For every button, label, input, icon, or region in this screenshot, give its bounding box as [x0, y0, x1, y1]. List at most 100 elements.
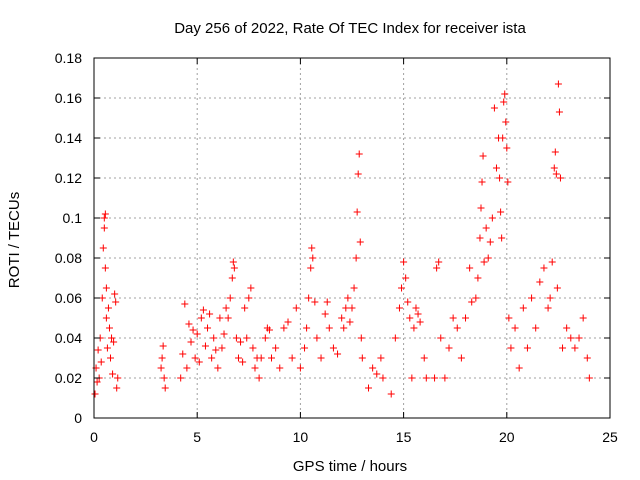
data-point: [255, 374, 263, 382]
data-point: [218, 344, 226, 352]
data-point: [431, 374, 439, 382]
data-point: [490, 104, 498, 112]
data-point: [482, 224, 490, 232]
data-point: [575, 334, 583, 342]
y-tick-label: 0.06: [55, 290, 82, 306]
data-point: [583, 354, 591, 362]
plot-frame: [93, 57, 611, 419]
data-point: [101, 264, 109, 272]
data-point: [449, 314, 457, 322]
data-point: [193, 330, 201, 338]
x-tick-labels: 0 5 10 15 20 25: [90, 429, 618, 445]
data-point: [355, 150, 363, 158]
y-tick-label: 0.14: [55, 130, 82, 146]
data-point: [261, 334, 269, 342]
data-point: [160, 374, 168, 382]
data-point: [102, 284, 110, 292]
data-point: [354, 170, 362, 178]
data-point: [488, 214, 496, 222]
data-point: [540, 264, 548, 272]
data-point: [548, 258, 556, 266]
data-point: [480, 258, 488, 266]
data-point: [340, 324, 348, 332]
data-point: [437, 334, 445, 342]
data-point: [559, 344, 567, 352]
data-point: [500, 98, 508, 106]
data-point: [222, 304, 230, 312]
data-point: [237, 338, 245, 346]
data-point: [484, 254, 492, 262]
data-point: [505, 314, 513, 322]
data-point: [416, 318, 424, 326]
data-point: [226, 294, 234, 302]
data-point: [532, 324, 540, 332]
data-point: [497, 208, 505, 216]
data-point: [159, 342, 167, 350]
data-point: [352, 254, 360, 262]
x-tick-label: 5: [193, 429, 201, 445]
data-point: [187, 338, 195, 346]
data-point: [468, 298, 476, 306]
data-point: [325, 324, 333, 332]
data-point: [496, 174, 504, 182]
data-point: [257, 354, 265, 362]
data-point: [402, 274, 410, 282]
data-point: [210, 334, 218, 342]
data-point: [229, 258, 237, 266]
y-tick-label: 0: [74, 410, 82, 426]
data-point: [197, 314, 205, 322]
data-point: [358, 354, 366, 362]
data-point: [585, 374, 593, 382]
data-point: [249, 344, 257, 352]
data-point: [502, 118, 510, 126]
data-point: [91, 390, 99, 398]
y-tick-label: 0.16: [55, 90, 82, 106]
data-point: [398, 284, 406, 292]
data-point: [241, 304, 249, 312]
data-point: [158, 354, 166, 362]
data-point: [313, 334, 321, 342]
data-point: [357, 334, 365, 342]
data-point: [228, 274, 236, 282]
x-tick-label: 25: [602, 429, 618, 445]
data-point: [214, 364, 222, 372]
data-point: [379, 374, 387, 382]
data-point: [550, 164, 558, 172]
data-point: [546, 294, 554, 302]
data-point: [243, 334, 251, 342]
data-point: [239, 358, 247, 366]
data-point: [161, 384, 169, 392]
data-point: [433, 264, 441, 272]
data-point: [102, 314, 110, 322]
data-point: [373, 370, 381, 378]
y-axis-label: ROTI / TECUs: [6, 192, 23, 288]
data-point: [479, 152, 487, 160]
data-point: [114, 374, 122, 382]
data-point: [422, 374, 430, 382]
data-point: [296, 364, 304, 372]
data-point: [329, 344, 337, 352]
data-point: [251, 364, 259, 372]
data-point: [109, 370, 117, 378]
data-point: [474, 274, 482, 282]
y-tick-label: 0.1: [63, 210, 83, 226]
data-point: [305, 294, 313, 302]
y-tick-label: 0.18: [55, 50, 82, 66]
data-point: [307, 264, 315, 272]
data-point: [477, 204, 485, 212]
data-point: [93, 378, 101, 386]
data-point: [395, 304, 403, 312]
data-point: [177, 374, 185, 382]
data-point: [503, 144, 511, 152]
data-point: [288, 354, 296, 362]
data-point: [453, 324, 461, 332]
data-point: [195, 358, 203, 366]
data-point: [369, 364, 377, 372]
data-point: [212, 346, 220, 354]
axis-ticks: [93, 57, 611, 419]
data-point: [441, 374, 449, 382]
data-point: [435, 258, 443, 266]
data-point: [99, 244, 107, 252]
data-point: [183, 364, 191, 372]
